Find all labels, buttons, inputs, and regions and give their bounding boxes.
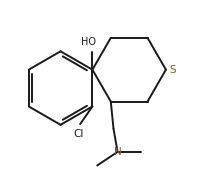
Text: HO: HO <box>81 37 96 47</box>
Text: N: N <box>114 147 122 157</box>
Text: S: S <box>169 65 176 75</box>
Text: Cl: Cl <box>74 129 84 139</box>
